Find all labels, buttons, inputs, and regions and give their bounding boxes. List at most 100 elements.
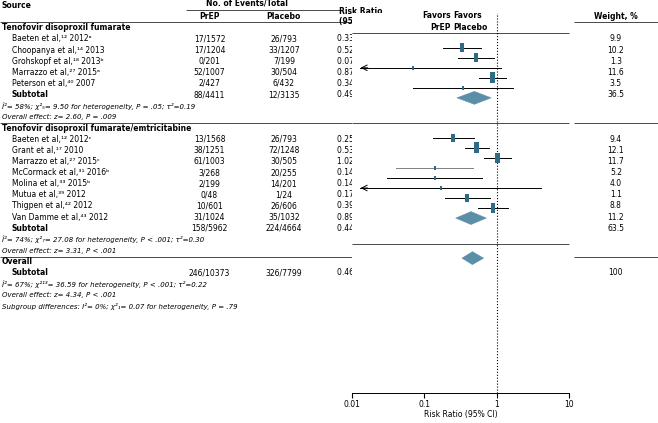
Text: 0.39 (0.19-0.80): 0.39 (0.19-0.80): [337, 201, 399, 210]
Text: 10/601: 10/601: [196, 201, 223, 210]
Text: Placebo: Placebo: [266, 12, 301, 21]
FancyBboxPatch shape: [495, 153, 500, 163]
Text: Choopanya et al,¹⁴ 2013: Choopanya et al,¹⁴ 2013: [12, 46, 105, 55]
Text: Risk Ratio
(95% CI): Risk Ratio (95% CI): [339, 7, 382, 26]
Text: Subtotal: Subtotal: [12, 268, 49, 277]
Text: 0/48: 0/48: [201, 190, 218, 199]
Text: Î²= 74%; χ²₇= 27.08 for heterogeneity, P < .001; τ²=0.30: Î²= 74%; χ²₇= 27.08 for heterogeneity, P…: [2, 236, 204, 243]
Text: 246/10373: 246/10373: [189, 268, 230, 277]
Text: Marrazzo et al,²⁷ 2015ᶜ: Marrazzo et al,²⁷ 2015ᶜ: [12, 157, 99, 166]
Text: Subgroup differences: I²= 0%; χ²₁= 0.07 for heterogeneity, P = .79: Subgroup differences: I²= 0%; χ²₁= 0.07 …: [2, 302, 238, 310]
Text: 0.44 (0.27-0.72): 0.44 (0.27-0.72): [337, 224, 399, 233]
Text: PrEP: PrEP: [430, 23, 451, 32]
Text: Î²= 67%; χ²¹³= 36.59 for heterogeneity, P < .001; τ²=0.22: Î²= 67%; χ²¹³= 36.59 for heterogeneity, …: [2, 280, 207, 288]
Text: 1.1: 1.1: [610, 190, 622, 199]
Text: 12.1: 12.1: [607, 146, 624, 155]
Text: Baeten et al,¹² 2012ᶜ: Baeten et al,¹² 2012ᶜ: [12, 135, 91, 144]
Text: Marrazzo et al,²⁷ 2015ᵃ: Marrazzo et al,²⁷ 2015ᵃ: [12, 68, 100, 77]
Text: 12/3135: 12/3135: [268, 90, 299, 99]
Text: Favors: Favors: [453, 11, 482, 20]
Text: 0.14 (0.04-0.47): 0.14 (0.04-0.47): [337, 168, 399, 177]
FancyBboxPatch shape: [474, 53, 478, 63]
Text: 26/793: 26/793: [270, 34, 297, 44]
Text: 35/1032: 35/1032: [268, 213, 299, 222]
Text: Baeten et al,¹² 2012ᵃ: Baeten et al,¹² 2012ᵃ: [12, 34, 91, 44]
Text: Overall: Overall: [2, 257, 33, 266]
Text: 0.14 (0.03-0.63): 0.14 (0.03-0.63): [337, 179, 399, 188]
Text: Favors: Favors: [422, 11, 451, 20]
FancyBboxPatch shape: [440, 186, 442, 190]
Text: 224/4664: 224/4664: [266, 224, 302, 233]
FancyBboxPatch shape: [434, 176, 436, 180]
Text: 26/606: 26/606: [270, 201, 297, 210]
Text: Î²= 58%; χ²₅= 9.50 for heterogeneity, P = .05; τ²=0.19: Î²= 58%; χ²₅= 9.50 for heterogeneity, P …: [2, 102, 195, 110]
Text: Thigpen et al,⁴² 2012: Thigpen et al,⁴² 2012: [12, 201, 92, 210]
Text: 0.49 (0.28-0.84): 0.49 (0.28-0.84): [337, 90, 399, 99]
Text: 1.3: 1.3: [610, 57, 622, 66]
Text: 38/1251: 38/1251: [193, 146, 225, 155]
Text: 0.46 (0.33-0.66): 0.46 (0.33-0.66): [337, 268, 399, 277]
Text: 6/432: 6/432: [273, 79, 295, 88]
Text: 10.2: 10.2: [607, 46, 624, 55]
Text: 30/504: 30/504: [270, 68, 297, 77]
Text: Tenofovir disoproxil fumarate: Tenofovir disoproxil fumarate: [2, 23, 130, 32]
Text: 88/4411: 88/4411: [193, 90, 225, 99]
Text: 0.07 (0.00-1.15): 0.07 (0.00-1.15): [337, 57, 399, 66]
Text: 26/793: 26/793: [270, 135, 297, 144]
Text: 17/1204: 17/1204: [193, 46, 225, 55]
Text: 100: 100: [609, 268, 623, 277]
Text: 9.9: 9.9: [610, 34, 622, 44]
Text: 0.52 (0.29-0.92): 0.52 (0.29-0.92): [337, 46, 399, 55]
Text: 3/268: 3/268: [199, 168, 220, 177]
Text: 9.4: 9.4: [610, 135, 622, 144]
Text: Overall effect: z= 3.31, P < .001: Overall effect: z= 3.31, P < .001: [2, 247, 116, 253]
Text: Weight, %: Weight, %: [594, 12, 638, 21]
Text: 11.7: 11.7: [607, 157, 624, 166]
FancyBboxPatch shape: [462, 86, 464, 90]
FancyBboxPatch shape: [451, 134, 455, 142]
Text: 13/1568: 13/1568: [193, 135, 225, 144]
Text: Subtotal: Subtotal: [12, 90, 49, 99]
Text: 11.2: 11.2: [607, 213, 624, 222]
Text: 158/5962: 158/5962: [191, 224, 228, 233]
Text: 1/24: 1/24: [275, 190, 292, 199]
FancyBboxPatch shape: [491, 203, 495, 213]
Text: Source: Source: [2, 1, 32, 10]
Text: 0.34 (0.07-1.66): 0.34 (0.07-1.66): [337, 79, 399, 88]
Text: 72/1248: 72/1248: [268, 146, 299, 155]
FancyBboxPatch shape: [465, 194, 469, 202]
Text: 2/427: 2/427: [199, 79, 220, 88]
Text: 0.89 (0.55-1.44): 0.89 (0.55-1.44): [337, 213, 399, 222]
Text: 63.5: 63.5: [607, 224, 624, 233]
Text: 17/1572: 17/1572: [193, 34, 225, 44]
Text: Molina et al,³³ 2015ᵇ: Molina et al,³³ 2015ᵇ: [12, 179, 90, 188]
FancyBboxPatch shape: [460, 43, 464, 52]
FancyBboxPatch shape: [490, 72, 495, 83]
Text: 14/201: 14/201: [270, 179, 297, 188]
Polygon shape: [455, 212, 486, 225]
FancyBboxPatch shape: [413, 66, 414, 70]
Text: Mutua et al,³⁹ 2012: Mutua et al,³⁹ 2012: [12, 190, 86, 199]
Text: 20/255: 20/255: [270, 168, 297, 177]
Text: Overall effect: z= 4.34, P < .001: Overall effect: z= 4.34, P < .001: [2, 292, 116, 298]
Text: 52/1007: 52/1007: [193, 68, 225, 77]
Text: Van Damme et al,⁴³ 2012: Van Damme et al,⁴³ 2012: [12, 213, 108, 222]
Text: McCormack et al,³¹ 2016ᵇ: McCormack et al,³¹ 2016ᵇ: [12, 168, 109, 177]
Text: Grant et al,¹⁷ 2010: Grant et al,¹⁷ 2010: [12, 146, 83, 155]
Text: 2/199: 2/199: [199, 179, 220, 188]
Text: 61/1003: 61/1003: [193, 157, 225, 166]
Text: 1.02 (0.67-1.56): 1.02 (0.67-1.56): [337, 157, 399, 166]
FancyBboxPatch shape: [474, 143, 480, 154]
Polygon shape: [462, 252, 484, 265]
Text: 0.25 (0.13-0.49): 0.25 (0.13-0.49): [337, 135, 399, 144]
FancyBboxPatch shape: [434, 165, 436, 170]
Text: 4.0: 4.0: [610, 179, 622, 188]
Text: 0.53 (0.36-0.77): 0.53 (0.36-0.77): [337, 146, 399, 155]
Text: 5.2: 5.2: [610, 168, 622, 177]
Text: 0.17 (0.01-4.03): 0.17 (0.01-4.03): [337, 190, 399, 199]
Text: 3.5: 3.5: [610, 79, 622, 88]
X-axis label: Risk Ratio (95% CI): Risk Ratio (95% CI): [424, 410, 497, 419]
Text: Subtotal: Subtotal: [12, 224, 49, 233]
Text: No. of Events/Total: No. of Events/Total: [206, 0, 288, 8]
Text: Grohskopf et al,¹⁸ 2013ᵇ: Grohskopf et al,¹⁸ 2013ᵇ: [12, 57, 103, 66]
